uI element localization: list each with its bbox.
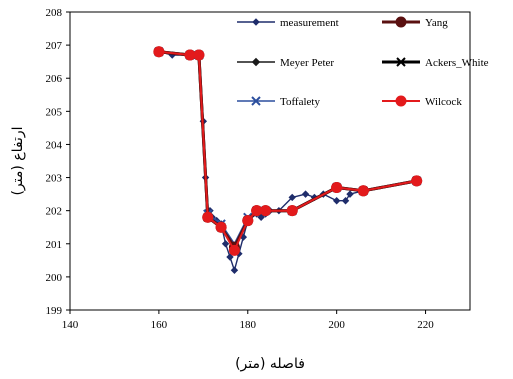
y-tick-label: 207 [46,40,63,52]
x-tick-label: 180 [240,319,257,331]
series-ackers-white [154,47,422,252]
legend-label: Toffalety [280,96,320,108]
series-measurement [155,48,421,274]
x-tick-label: 140 [62,319,79,331]
x-axis-label: فاصله (متر) [235,356,305,372]
series-layer [153,46,423,274]
series-line [158,50,417,249]
plot-frame [69,11,471,311]
legend-item: Ackers_White [382,57,489,69]
series-toffalety [154,47,422,249]
legend-item: Meyer Peter [237,57,334,69]
data-point [331,181,343,193]
data-point [215,221,227,233]
data-point [301,190,310,198]
legend-item: measurement [237,17,339,29]
y-tick-label: 204 [46,139,63,151]
data-point [357,185,369,197]
legend-marker [251,96,261,106]
data-point [346,190,354,198]
series-line [158,50,417,248]
data-point [221,240,230,248]
legend-label: Yang [425,17,448,29]
legend-marker [396,57,406,67]
legend-item: Toffalety [237,96,320,108]
x-axis-ticks: 140 160 180 200 220 [62,310,434,331]
data-point [202,211,214,223]
data-point [257,213,265,221]
legend-marker [252,18,260,26]
x-tick-label: 160 [151,319,168,331]
legend-label: Meyer Peter [280,57,334,69]
legend-marker [395,95,407,107]
series-line [158,51,417,271]
data-point [341,197,350,205]
legend-label: Ackers_White [425,57,489,69]
series-line [158,50,417,252]
series-line [158,50,417,249]
legend-label: Wilcock [425,96,462,108]
y-tick-label: 203 [46,173,63,185]
data-point [226,253,234,261]
y-tick-label: 199 [46,305,63,317]
data-point [242,215,254,227]
data-point [332,197,341,205]
series-yang [153,46,423,253]
data-point [286,205,298,217]
y-tick-label: 205 [46,106,63,118]
y-tick-label: 201 [46,239,63,251]
data-point [230,266,239,274]
legend-label: measurement [280,17,339,29]
legend-item: Yang [382,16,448,29]
series-meyer-peter [154,47,421,252]
y-tick-label: 200 [46,272,63,284]
legend-item: Wilcock [382,95,462,108]
data-point [228,244,240,256]
data-point [260,205,272,217]
y-axis-label: ارتفاع (متر) [10,126,26,195]
data-point [193,49,205,61]
x-tick-label: 200 [328,319,345,331]
y-axis-ticks: 199 200 201 202 203 204 205 206 207 208 [46,7,70,317]
series-wilcock [153,46,423,256]
data-point [411,175,423,187]
legend-marker [395,16,407,28]
series-line [158,50,417,245]
data-point [153,46,165,58]
y-tick-label: 206 [46,73,63,85]
y-tick-label: 208 [46,7,63,19]
legend-marker [251,57,261,67]
x-tick-label: 220 [417,319,434,331]
data-point [288,193,296,202]
y-tick-label: 202 [46,206,63,218]
legend: measurement Yang Meyer Peter Ackers_White To… [237,16,489,108]
